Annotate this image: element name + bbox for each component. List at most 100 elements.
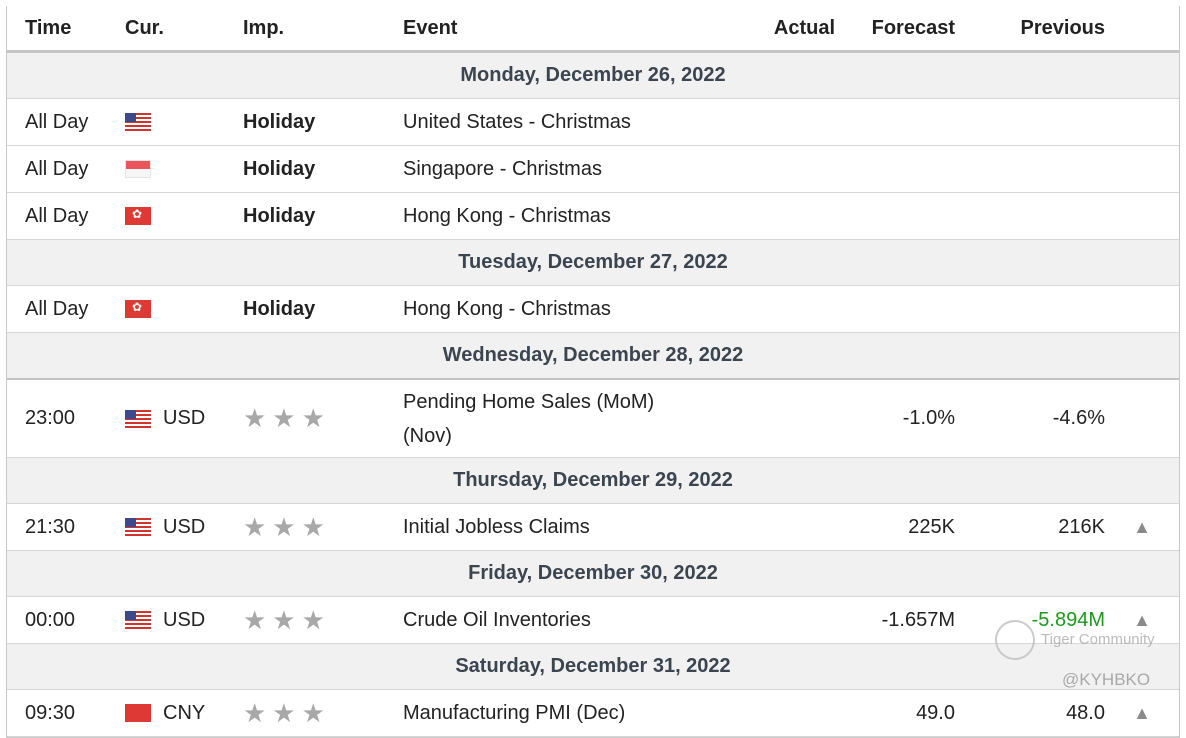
header-forecast[interactable]: Forecast xyxy=(835,6,955,53)
forecast-value xyxy=(835,145,955,193)
event-title[interactable]: Singapore - Christmas xyxy=(403,158,602,180)
importance: ★★★ xyxy=(243,689,403,737)
bell-icon[interactable]: ▲ xyxy=(1105,596,1179,644)
importance-stars-icon: ★★★ xyxy=(243,511,331,542)
event-row[interactable]: All Day Holiday Singapore - Christmas xyxy=(7,145,1179,193)
actual-value xyxy=(733,379,835,458)
event-time: 21:30 xyxy=(7,503,125,551)
event-row[interactable]: All Day Holiday Hong Kong - Christmas xyxy=(7,192,1179,240)
event-title[interactable]: Hong Kong - Christmas xyxy=(403,298,611,320)
previous-value: 48.0 xyxy=(955,689,1105,737)
event-title[interactable]: Initial Jobless Claims xyxy=(403,516,590,538)
event-name[interactable]: Singapore - Christmas xyxy=(403,145,733,193)
event-period: (Nov) xyxy=(403,424,452,447)
event-time: All Day xyxy=(7,145,125,193)
event-name[interactable]: Crude Oil Inventories xyxy=(403,596,733,644)
date-row: Saturday, December 31, 2022 xyxy=(7,643,1179,690)
event-row[interactable]: All Day Holiday United States - Christma… xyxy=(7,98,1179,146)
importance-stars-icon: ★★★ xyxy=(243,697,331,728)
actual-value xyxy=(733,503,835,551)
actual-value xyxy=(733,285,835,333)
currency-code: USD xyxy=(163,515,206,538)
event-title[interactable]: Hong Kong - Christmas xyxy=(403,205,611,227)
event-title[interactable]: Pending Home Sales (MoM) xyxy=(403,390,655,413)
event-time: 00:00 xyxy=(7,596,125,644)
bell-icon[interactable]: ▲ xyxy=(1105,503,1179,551)
header-alert xyxy=(1105,6,1179,53)
event-title[interactable]: Manufacturing PMI (Dec) xyxy=(403,702,626,724)
event-time: 09:30 xyxy=(7,689,125,737)
previous-value: 216K xyxy=(955,503,1105,551)
forecast-value xyxy=(835,98,955,146)
currency-code: CNY xyxy=(163,701,206,724)
holiday-label: Holiday xyxy=(243,297,316,320)
importance-stars-icon: ★★★ xyxy=(243,604,331,635)
actual-value xyxy=(733,192,835,240)
actual-value xyxy=(733,596,835,644)
event-time: All Day xyxy=(7,192,125,240)
currency-cell: USD xyxy=(125,503,243,551)
event-time: All Day xyxy=(7,285,125,333)
us-flag-icon xyxy=(125,518,151,537)
currency-cell: CNY xyxy=(125,689,243,737)
header-imp[interactable]: Imp. xyxy=(243,6,403,53)
event-row[interactable]: All Day Holiday Hong Kong - Christmas xyxy=(7,285,1179,333)
date-label: Wednesday, December 28, 2022 xyxy=(7,332,1179,380)
event-row[interactable]: 09:30 CNY ★★★ Manufacturing PMI (Dec) 49… xyxy=(7,689,1179,737)
economic-calendar: Time Cur. Imp. Event Actual Forecast Pre… xyxy=(6,6,1180,738)
date-label: Tuesday, December 27, 2022 xyxy=(7,239,1179,286)
date-row: Monday, December 26, 2022 xyxy=(7,51,1179,99)
event-row[interactable]: 21:30 USD ★★★ Initial Jobless Claims 225… xyxy=(7,503,1179,551)
forecast-value: 49.0 xyxy=(835,689,955,737)
bell-icon[interactable] xyxy=(1105,98,1179,146)
importance: ★★★ xyxy=(243,379,403,458)
bell-icon[interactable] xyxy=(1105,145,1179,193)
header-event[interactable]: Event xyxy=(403,6,733,53)
bell-icon[interactable] xyxy=(1105,285,1179,333)
forecast-value: -1.0% xyxy=(835,379,955,458)
currency-cell: USD xyxy=(125,596,243,644)
calendar-table: Time Cur. Imp. Event Actual Forecast Pre… xyxy=(7,6,1179,737)
holiday-label: Holiday xyxy=(243,204,316,227)
actual-value xyxy=(733,689,835,737)
event-title[interactable]: Crude Oil Inventories xyxy=(403,609,591,631)
previous-value xyxy=(955,285,1105,333)
forecast-value xyxy=(835,192,955,240)
event-name[interactable]: Pending Home Sales (MoM) (Nov) xyxy=(403,379,733,458)
event-row[interactable]: 00:00 USD ★★★ Crude Oil Inventories -1.6… xyxy=(7,596,1179,644)
event-name[interactable]: Hong Kong - Christmas xyxy=(403,285,733,333)
date-row: Wednesday, December 28, 2022 xyxy=(7,332,1179,380)
importance: Holiday xyxy=(243,145,403,193)
previous-value: -4.6% xyxy=(955,379,1105,458)
event-name[interactable]: Manufacturing PMI (Dec) xyxy=(403,689,733,737)
importance: ★★★ xyxy=(243,596,403,644)
importance: ★★★ xyxy=(243,503,403,551)
event-name[interactable]: Hong Kong - Christmas xyxy=(403,192,733,240)
event-name[interactable]: Initial Jobless Claims xyxy=(403,503,733,551)
header-cur[interactable]: Cur. xyxy=(125,6,243,53)
header-previous[interactable]: Previous xyxy=(955,6,1105,53)
previous-value xyxy=(955,192,1105,240)
header-time[interactable]: Time xyxy=(7,6,125,53)
date-row: Tuesday, December 27, 2022 xyxy=(7,239,1179,286)
bell-icon[interactable]: ▲ xyxy=(1105,689,1179,737)
importance-stars-icon: ★★★ xyxy=(243,403,331,433)
bell-icon[interactable] xyxy=(1105,192,1179,240)
currency-cell: USD xyxy=(125,379,243,458)
holiday-label: Holiday xyxy=(243,110,316,133)
date-label: Monday, December 26, 2022 xyxy=(7,51,1179,99)
previous-value xyxy=(955,145,1105,193)
watermark-logo: Tiger Community xyxy=(995,620,1155,660)
event-time: All Day xyxy=(7,98,125,146)
header-actual[interactable]: Actual xyxy=(733,6,835,53)
date-row: Friday, December 30, 2022 xyxy=(7,550,1179,597)
event-name[interactable]: United States - Christmas xyxy=(403,98,733,146)
event-row[interactable]: 23:00 USD ★★★ Pending Home Sales (MoM) (N… xyxy=(7,379,1179,458)
header-row: Time Cur. Imp. Event Actual Forecast Pre… xyxy=(7,6,1179,53)
importance: Holiday xyxy=(243,98,403,146)
bell-icon[interactable] xyxy=(1105,379,1179,458)
previous-value xyxy=(955,98,1105,146)
event-title[interactable]: United States - Christmas xyxy=(403,111,631,133)
cn-flag-icon xyxy=(125,704,151,723)
currency-cell xyxy=(125,145,243,193)
